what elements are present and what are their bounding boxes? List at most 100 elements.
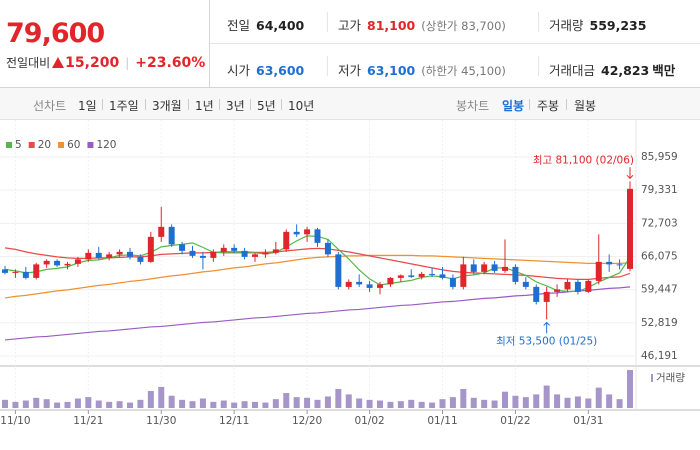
legend-label: 60: [67, 139, 80, 151]
x-tick-label: 11/10: [0, 415, 30, 427]
tab-sep: [188, 99, 189, 110]
up-arrow: [52, 57, 65, 68]
volume-bar: [272, 399, 279, 408]
candle-body: [293, 231, 300, 235]
x-tick-label: 11/21: [73, 415, 103, 427]
volume-bar: [168, 395, 175, 408]
tab-sep: [102, 99, 103, 110]
candle-body: [127, 251, 133, 257]
stat: 거래량 559,235: [549, 15, 646, 34]
y-tick-label: 72,703: [641, 217, 678, 229]
tab[interactable]: 1주일: [109, 99, 139, 113]
legend-swatch: [58, 142, 65, 148]
stat: 전일 64,400: [227, 15, 304, 34]
volume-bar: [2, 399, 8, 408]
volume-bar: [616, 399, 623, 408]
volume-bar: [116, 401, 123, 408]
tab[interactable]: 주봉: [537, 99, 560, 113]
y-tick-label: 85,959: [641, 151, 678, 163]
x-tick-label: 01/22: [500, 415, 530, 427]
price-box: 79,600 전일대비 15,200 | +23.60%: [0, 0, 210, 87]
tab[interactable]: 5년: [257, 99, 276, 113]
stat-label: 거래대금: [549, 63, 596, 78]
x-tick-label: 12/11: [219, 415, 249, 427]
candle-body: [231, 247, 238, 251]
quote-header: 79,600 전일대비 15,200 | +23.60% 전일 64,400 고가…: [0, 0, 700, 88]
stat-note: (상한가 83,700): [421, 19, 506, 33]
tab[interactable]: 1일: [78, 99, 97, 113]
candle-body: [12, 271, 19, 273]
row-divider: [210, 43, 700, 44]
volume-bar: [627, 370, 633, 408]
candle-body: [543, 291, 550, 302]
high-annotation: 최고 81,100 (02/06): [533, 154, 634, 166]
legend-swatch: [28, 142, 35, 148]
ma-line: [4, 254, 631, 299]
volume-bar: [12, 401, 19, 408]
candle-body: [481, 264, 488, 272]
volume-bar: [158, 386, 165, 408]
volume-bar: [304, 397, 311, 408]
tab[interactable]: 월봉: [574, 99, 597, 113]
volume-bar: [95, 400, 102, 408]
volume-bar: [574, 396, 581, 408]
candle-body: [470, 264, 477, 272]
stat-value: 63,600: [256, 63, 305, 78]
y-tick-label: 79,331: [641, 184, 678, 196]
volume-bar: [127, 402, 133, 408]
candle-body: [43, 260, 50, 265]
volume-bar: [241, 401, 248, 408]
candle-body: [137, 256, 144, 262]
tab-group-label: 봉차트: [456, 99, 490, 113]
change-label: 전일대비: [6, 56, 51, 70]
volume-bar: [43, 399, 50, 408]
volume-bar: [460, 388, 467, 408]
tab[interactable]: 3개월: [152, 99, 182, 113]
candle-body: [283, 231, 290, 250]
stat: 거래대금 42,823 백만: [549, 60, 675, 79]
volume-bar: [522, 397, 529, 408]
volume-label: 거래량: [656, 372, 685, 384]
period-tabs: 선차트 1일 1주일 3개월 1년 3년 5년 10년 봉차트 일봉 주봉 월봉: [0, 88, 700, 120]
volume-bar: [252, 401, 258, 408]
candle-body: [335, 254, 342, 287]
x-tick-label: 01/02: [354, 415, 384, 427]
candle-body: [85, 252, 92, 260]
tab[interactable]: 3년: [226, 99, 245, 113]
volume-bar: [231, 402, 238, 408]
candle-body: [179, 244, 186, 251]
volume-bar: [147, 391, 154, 408]
candle-body: [262, 252, 269, 255]
volume-bar: [533, 394, 540, 408]
candle-body: [168, 226, 175, 245]
stat-value: 81,100: [367, 18, 416, 33]
volume-bar: [199, 398, 206, 408]
tab-sep: [281, 99, 282, 110]
tab[interactable]: 1년: [195, 99, 214, 113]
candle-body: [314, 229, 321, 243]
volume-bar: [449, 397, 456, 408]
volume-bar: [137, 399, 144, 408]
volume-bar: [366, 399, 373, 408]
stat-label: 전일: [227, 18, 251, 33]
candle-body: [595, 261, 602, 281]
volume-bar: [22, 400, 29, 408]
volume-bar: [356, 398, 363, 408]
current-price: 79,600: [6, 18, 105, 49]
candle-body: [95, 252, 102, 258]
tab-sep: [566, 99, 567, 110]
volume-bar: [418, 401, 425, 408]
tab[interactable]: 10년: [288, 99, 315, 113]
candle-body: [199, 255, 206, 258]
stat: 저가 63,100 (하한가 45,100): [338, 60, 506, 79]
volume-bar: [324, 396, 331, 408]
volume-bar: [439, 399, 446, 408]
tab-active[interactable]: 일봉: [502, 99, 525, 113]
volume-bar: [512, 395, 519, 408]
high-arrow: [626, 167, 634, 180]
stat-value: 42,823: [601, 63, 650, 78]
col-divider: [327, 56, 328, 76]
volume-bar: [64, 401, 71, 408]
candle-body: [491, 264, 498, 271]
